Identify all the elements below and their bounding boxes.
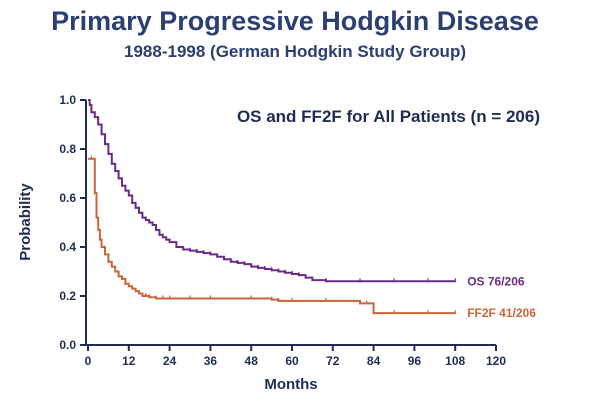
y-tick-label: 0.2 (59, 289, 76, 303)
axes (85, 100, 496, 346)
series-line-1 (88, 157, 456, 315)
x-tick-label: 84 (367, 354, 381, 368)
x-tick-label: 36 (204, 354, 218, 368)
x-tick-label: 24 (163, 354, 177, 368)
series-group: OS 76/206 FF2F 41/206 (88, 99, 536, 320)
x-tick-label: 0 (85, 354, 92, 368)
x-tick-label: 48 (245, 354, 259, 368)
x-tick-label: 120 (486, 354, 506, 368)
x-tick-label: 96 (408, 354, 422, 368)
chart-subtitle: 1988-1998 (German Hodgkin Study Group) (124, 42, 466, 61)
x-tick-label: 12 (122, 354, 136, 368)
x-tick-label: 60 (285, 354, 299, 368)
x-axis-label: Months (264, 376, 317, 393)
chart-title: Primary Progressive Hodgkin Disease (51, 6, 539, 36)
y-tick-label: 0.4 (59, 240, 76, 254)
x-tick-label: 108 (445, 354, 465, 368)
series-line-0 (88, 99, 456, 283)
y-tick-label: 0.6 (59, 191, 76, 205)
x-tick-label: 72 (326, 354, 340, 368)
y-axis-label: Probability (17, 183, 34, 261)
chart-annotation: OS and FF2F for All Patients (n = 206) (237, 107, 540, 126)
y-tick-label: 0.8 (59, 142, 76, 156)
x-ticks: 0 12 24 36 48 60 72 84 96 108 120 (85, 345, 506, 368)
series-label-0: OS 76/206 (467, 274, 525, 288)
y-tick-label: 0.0 (59, 338, 76, 352)
y-ticks: 0.0 0.2 0.4 0.6 0.8 1.0 (59, 93, 86, 352)
series-label-1: FF2F 41/206 (467, 306, 536, 320)
y-tick-label: 1.0 (59, 93, 76, 107)
